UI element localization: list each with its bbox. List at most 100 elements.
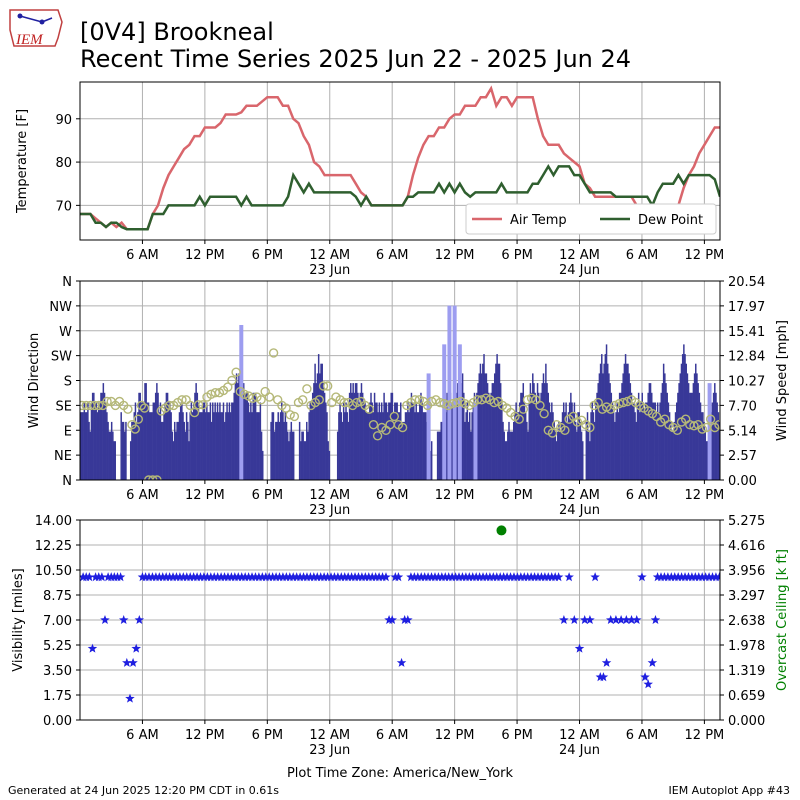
temp-x-tick-label: 6 PM — [252, 248, 283, 263]
vis-x-tick-label: 12 PM — [435, 728, 475, 743]
wind-speed-bar — [382, 412, 384, 480]
wind-direction-point — [447, 399, 458, 409]
visibility-point — [559, 615, 569, 624]
wind-speed-bar — [518, 402, 521, 480]
wind-speed-bar — [385, 402, 388, 480]
wind-speed-bar — [152, 402, 155, 480]
wind-speed-bar — [659, 402, 661, 480]
temp-x-tick-label: 6 AM — [626, 248, 659, 263]
wind-direction-point — [264, 392, 275, 402]
wind-speed-bar — [228, 402, 231, 480]
wind-speed-bar — [179, 402, 182, 480]
temp-legend: Air Temp Dew Point — [465, 203, 717, 235]
wind-speed-bar — [87, 402, 89, 480]
wind-dir-tick-label: N — [62, 275, 72, 290]
wind-speed-bar — [586, 412, 589, 480]
wind-gust-bar — [239, 324, 244, 480]
wind-speed-bar — [328, 450, 331, 480]
wind-speed-bar — [547, 392, 549, 480]
wind-speed-bar — [585, 421, 588, 480]
wind-dir-tick-label: S — [64, 375, 72, 390]
vis-date-label: 23 Jun — [309, 743, 350, 758]
legend-box — [465, 203, 717, 235]
wind-speed-bar — [718, 421, 720, 480]
vis-tick-label: 0.00 — [43, 714, 72, 729]
wind-speed-bar — [404, 412, 407, 480]
wind-speed-bar — [705, 441, 708, 480]
wind-speed-bar — [535, 402, 538, 480]
wind-speed-bar — [388, 402, 390, 480]
wind-speed-bar — [170, 412, 172, 480]
wind-speed-bar — [197, 402, 200, 480]
temp-x-tick-label: 12 PM — [685, 248, 725, 263]
wind-speed-bar — [137, 412, 139, 480]
wind-speed-bar — [604, 354, 607, 480]
wind-speed-bar — [104, 402, 107, 480]
wind-speed-bar — [511, 431, 514, 480]
wind-speed-bar — [440, 421, 442, 480]
visibility-point — [131, 643, 141, 653]
wind-speed-bar — [151, 412, 153, 480]
wind-speed-bar — [597, 383, 599, 480]
wind-speed-bar — [289, 431, 291, 480]
visibility-point — [387, 615, 397, 624]
wind-speed-bar — [233, 392, 235, 480]
wind-speed-bar — [527, 431, 529, 480]
wind-x-tick-label: 6 AM — [626, 488, 659, 503]
wind-speed-bar — [700, 412, 703, 480]
wind-speed-bar — [344, 412, 346, 480]
wind-speed-bar — [300, 441, 302, 480]
ceiling-tick-label: 0.659 — [728, 689, 765, 704]
visibility-point — [254, 572, 264, 582]
wind-speed-bar — [94, 402, 96, 480]
wind-speed-bar — [601, 354, 603, 480]
wind-speed-bar — [577, 412, 579, 480]
wind-speed-bar — [213, 412, 215, 480]
wind-speed-bar — [656, 402, 659, 480]
visibility-point — [461, 572, 471, 582]
wind-speed-bar — [608, 373, 610, 480]
wind-speed-bar — [271, 412, 274, 480]
wind-speed-bar — [489, 402, 491, 480]
wind-speed-y-label: Wind Speed [mph] — [775, 320, 790, 441]
wind-speed-bar — [219, 402, 221, 480]
wind-speed-bar — [225, 412, 227, 480]
wind-speed-bar — [177, 421, 180, 480]
visibility-point — [533, 572, 543, 582]
wind-speed-bar — [164, 402, 166, 480]
wind-speed-bar — [470, 431, 472, 480]
wind-speed-bar — [101, 392, 103, 480]
wind-speed-bar — [171, 431, 174, 480]
wind-direction-point — [518, 404, 528, 414]
wind-direction-point — [364, 404, 374, 414]
wind-speed-tick-label: 17.97 — [728, 300, 765, 315]
wind-direction-point — [152, 475, 162, 480]
wind-direction-point — [323, 381, 333, 391]
wind-speed-bar — [446, 392, 448, 480]
wind-speed-bar — [321, 363, 323, 480]
wind-speed-bar — [493, 373, 496, 480]
wind-speed-bar — [256, 412, 258, 480]
wind-speed-bar — [258, 412, 260, 480]
wind-speed-bar — [529, 383, 532, 480]
wind-speed-bar — [634, 412, 636, 480]
wind-speed-bar — [270, 421, 272, 480]
wind-speed-bar — [182, 412, 184, 480]
wind-speed-bar — [102, 383, 105, 480]
wind-speed-bar — [372, 412, 375, 480]
wind-speed-bar — [573, 402, 576, 480]
wind-dir-tick-label: W — [59, 325, 72, 340]
wind-speed-bar — [539, 402, 541, 480]
vis-x-tick-label: 12 PM — [685, 728, 725, 743]
wind-direction-point — [314, 395, 324, 405]
wind-speed-bar — [609, 383, 611, 480]
wind-speed-bar — [277, 412, 279, 480]
wind-speed-bar — [696, 373, 698, 480]
wind-speed-bar — [238, 373, 240, 480]
wind-speed-bar — [715, 392, 717, 480]
wind-direction-point — [389, 411, 399, 422]
wind-direction-point — [593, 397, 603, 408]
wind-speed-bar — [559, 431, 561, 480]
wind-speed-bar — [97, 402, 100, 480]
wind-speed-bar — [670, 421, 672, 480]
